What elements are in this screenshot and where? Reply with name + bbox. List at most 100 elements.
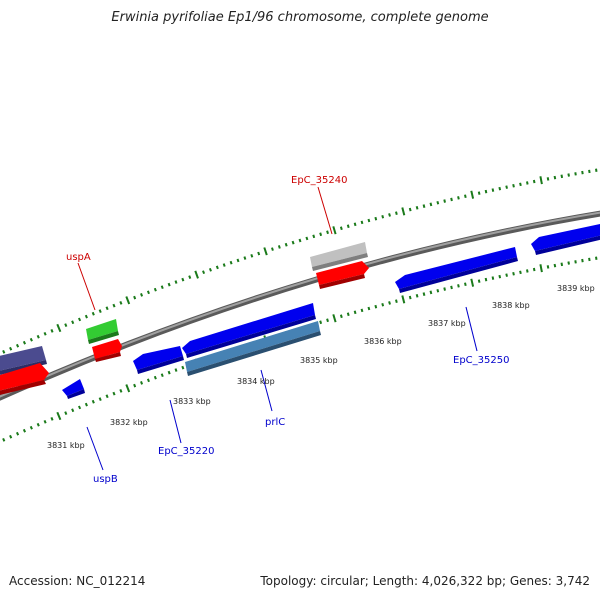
minor-tick [29,425,33,430]
minor-tick [512,271,515,276]
major-tick [332,314,337,323]
minor-tick [546,265,550,269]
minor-tick [553,263,557,268]
major-tick [539,176,543,185]
minor-tick [77,317,82,322]
feature-uspA-red[interactable] [92,339,122,362]
minor-tick [2,349,6,354]
minor-tick [339,314,343,319]
minor-tick [319,232,323,237]
minor-tick [581,170,584,175]
feature-uspA-green[interactable] [86,319,119,344]
major-tick [332,226,337,235]
feature-EpC_35240-grey[interactable] [310,242,368,271]
feature-uspB[interactable] [62,379,85,399]
minor-tick [436,288,440,293]
minor-tick [519,270,522,275]
minor-tick [98,309,102,313]
minor-tick [532,267,536,272]
minor-tick [339,226,343,231]
minor-tick [491,188,495,192]
minor-tick [105,306,109,311]
minor-tick [9,346,13,351]
feature-EpC_35250[interactable] [395,247,518,293]
minor-tick [415,206,419,210]
minor-tick [2,437,6,442]
minor-tick [64,411,68,415]
minor-tick [532,179,536,184]
minor-tick [408,207,412,212]
kbp-label: 3833 kbp [173,397,211,406]
feature-red-left[interactable] [0,363,49,396]
minor-tick [595,256,598,260]
minor-tick [588,169,591,174]
minor-tick [50,329,54,333]
feature-EpC_35240-red[interactable] [316,261,369,289]
minor-tick [429,290,433,295]
minor-tick [133,295,137,300]
minor-tick [188,275,192,279]
minor-tick [381,214,385,219]
minor-tick [174,280,178,284]
minor-tick [505,273,508,277]
minor-tick [160,285,164,290]
minor-tick [153,375,157,380]
major-tick [470,278,475,287]
minor-tick [312,234,316,239]
gene-label-uspA: uspA [66,252,91,263]
minor-tick [353,310,357,315]
minor-tick [181,365,185,370]
genome-backbone-highlight [0,211,600,398]
minor-tick [450,285,453,290]
minor-tick [395,211,398,215]
minor-tick [140,293,144,297]
leader-EpC_35220 [169,399,182,444]
minor-tick [360,308,364,313]
minor-tick [567,261,570,265]
minor-tick [512,183,515,188]
minor-tick [346,224,350,229]
kbp-label: 3836 kbp [364,337,402,346]
feature-EpC_35220[interactable] [133,346,184,374]
minor-tick [119,389,123,393]
minor-tick [498,274,502,279]
minor-tick [22,428,27,433]
minor-tick [574,172,577,176]
minor-tick [153,287,157,292]
feature-blue-long[interactable] [182,303,316,358]
minor-tick [22,340,27,345]
minor-tick [98,397,102,401]
minor-tick [167,370,171,375]
minor-tick [43,420,47,424]
minor-tick [167,282,171,287]
feature-prlC[interactable] [185,321,321,376]
minor-tick [505,185,508,189]
minor-tick [381,302,385,307]
minor-tick [526,269,529,273]
gene-label-EpC_35220: EpC_35220 [158,446,214,457]
minor-tick [174,368,178,372]
minor-tick [9,434,13,439]
kbp-label: 3837 kbp [428,319,466,328]
minor-tick [271,247,274,251]
accession-label: Accession: NC_012214 [9,574,146,588]
minor-tick [429,202,433,207]
feature-blue-right[interactable] [531,223,600,255]
minor-tick [298,238,302,243]
minor-tick [146,290,150,295]
minor-tick [133,383,137,388]
minor-tick [229,260,233,265]
minor-tick [319,320,323,325]
leader-prlC [260,369,273,412]
minor-tick [443,287,446,291]
kbp-label: 3839 kbp [557,284,595,293]
minor-tick [15,431,20,436]
minor-tick [77,405,82,410]
minor-tick [326,318,329,323]
minor-tick [291,240,295,245]
feature-purple-left[interactable] [0,346,47,376]
minor-tick [498,186,502,191]
minor-tick [91,399,95,404]
minor-tick [595,168,598,172]
leader-uspA [77,262,96,311]
